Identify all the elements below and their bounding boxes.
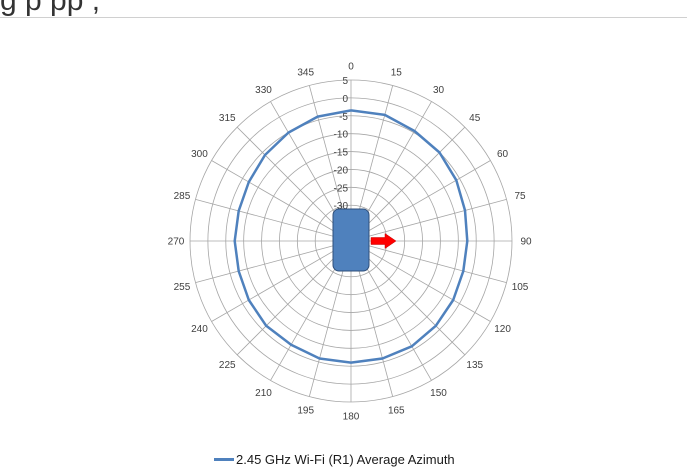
radial-tick-label: -10 (334, 130, 349, 141)
angle-label: 285 (174, 191, 191, 202)
polar-grid (189, 79, 513, 403)
angle-label: 30 (433, 85, 445, 96)
grid-spoke (195, 240, 352, 284)
grid-spoke (211, 160, 352, 242)
angle-label: 105 (512, 282, 529, 293)
angle-label: 150 (430, 388, 447, 399)
device-annotation (332, 208, 397, 272)
series-lines (233, 109, 469, 364)
grid-spoke (195, 198, 352, 242)
angle-label: 270 (168, 237, 185, 248)
angle-label: 345 (297, 67, 314, 78)
angle-label: 300 (191, 149, 208, 160)
angle-label: 60 (497, 149, 509, 160)
radial-tick-labels: 50-5-10-15-20-25-30-35 (334, 76, 349, 230)
radial-tick-label: -20 (334, 165, 349, 176)
angle-label: 210 (255, 388, 272, 399)
angle-label: 315 (219, 113, 236, 124)
grid-spoke (350, 240, 466, 356)
angle-label: 75 (514, 191, 526, 202)
radial-tick-label: -5 (339, 112, 348, 123)
polar-chart: 50-5-10-15-20-25-30-35 01530456075901051… (168, 62, 532, 423)
grid-spoke (350, 160, 491, 242)
angle-label: 120 (494, 324, 511, 335)
angle-label: 15 (391, 67, 403, 78)
grid-spoke (350, 240, 491, 322)
radial-tick-label: -25 (334, 183, 349, 194)
legend: 2.45 GHz Wi-Fi (R1) Average Azimuth (214, 452, 455, 467)
legend-label: 2.45 GHz Wi-Fi (R1) Average Azimuth (236, 452, 455, 467)
radial-tick-label: 0 (342, 94, 348, 105)
angle-label: 225 (219, 360, 236, 371)
device-rectangle (332, 208, 370, 272)
direction-arrow (370, 233, 397, 249)
grid-spoke (236, 240, 352, 356)
angle-label: 0 (348, 62, 354, 73)
radial-tick-label: 5 (342, 76, 348, 87)
grid-spoke (236, 126, 352, 242)
top-divider (0, 17, 687, 18)
series-line (233, 109, 469, 364)
grid-spoke (350, 240, 507, 284)
cropped-caption-text: g p pp , (0, 0, 101, 17)
angle-labels: 0 15 30 45 60 75 90 105 120 135 150 165 180 195 210 225… (168, 62, 532, 423)
angle-label: 180 (343, 412, 360, 423)
radial-tick-label: -15 (334, 148, 349, 159)
angle-label: 165 (388, 406, 405, 417)
angle-label: 255 (174, 282, 191, 293)
angle-label: 240 (191, 324, 208, 335)
grid-spoke (350, 198, 507, 242)
angle-label: 330 (255, 85, 272, 96)
grid-spoke (350, 126, 466, 242)
angle-label: 45 (469, 113, 481, 124)
radial-tick-label: -30 (334, 201, 349, 212)
grid-spoke (211, 240, 352, 322)
angle-label: 90 (520, 237, 532, 248)
legend-swatch (214, 458, 234, 461)
angle-label: 195 (297, 406, 314, 417)
angle-label: 135 (466, 360, 483, 371)
